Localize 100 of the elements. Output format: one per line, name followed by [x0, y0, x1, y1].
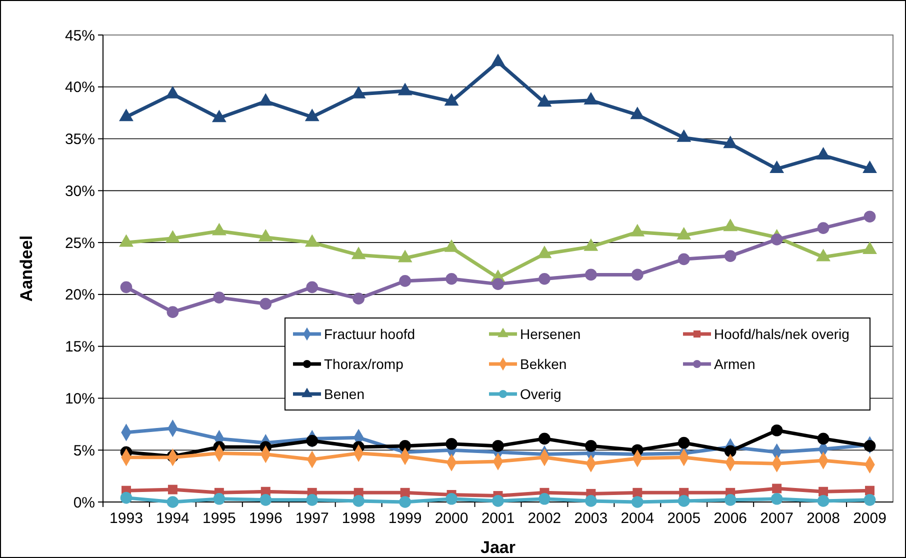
- point: [862, 160, 877, 174]
- point: [537, 94, 552, 107]
- x-tick-label: 1994: [156, 510, 190, 527]
- y-tick-label: 20%: [64, 286, 95, 304]
- point: [723, 136, 738, 148]
- point: [538, 432, 550, 445]
- point: [399, 496, 411, 508]
- x-tick-label: 2000: [434, 510, 468, 527]
- legend-label: Armen: [714, 356, 756, 372]
- y-tick-label: 25%: [64, 234, 95, 252]
- point: [398, 250, 412, 262]
- point: [585, 495, 597, 507]
- point: [352, 495, 365, 507]
- point: [631, 268, 644, 281]
- y-tick-label: 30%: [64, 182, 95, 200]
- legend-label: Benen: [324, 386, 364, 402]
- legend-label: Bekken: [520, 356, 567, 372]
- point: [166, 230, 180, 243]
- point: [166, 86, 180, 98]
- point: [864, 440, 876, 452]
- point: [492, 440, 504, 452]
- point: [213, 292, 226, 304]
- point: [865, 486, 875, 496]
- point: [351, 246, 366, 260]
- point: [584, 92, 598, 105]
- point: [304, 108, 320, 122]
- point: [817, 495, 830, 507]
- point: [444, 93, 459, 106]
- x-tick-label: 2004: [620, 510, 654, 527]
- point: [306, 494, 318, 506]
- point: [632, 488, 642, 498]
- point: [584, 238, 598, 251]
- y-tick-label: 5%: [73, 442, 95, 460]
- point: [678, 436, 690, 449]
- point: [446, 492, 458, 505]
- point: [352, 292, 365, 304]
- point: [492, 495, 504, 507]
- x-tick-label: 2007: [760, 510, 794, 527]
- x-tick-label: 2009: [853, 510, 886, 527]
- point: [306, 281, 318, 294]
- point: [120, 492, 132, 504]
- x-tick-label: 1993: [110, 510, 143, 527]
- point: [306, 434, 318, 447]
- point: [585, 440, 597, 452]
- y-tick-label: 35%: [64, 131, 95, 148]
- point: [770, 424, 783, 436]
- point: [212, 110, 226, 122]
- point: [817, 222, 830, 234]
- point: [492, 278, 504, 290]
- x-axis-title: Jaar: [480, 538, 516, 557]
- point: [212, 222, 226, 236]
- x-tick-label: 2003: [574, 510, 608, 527]
- point: [213, 492, 226, 505]
- point: [444, 239, 459, 252]
- x-tick-label: 2005: [667, 510, 701, 527]
- point: [770, 492, 783, 505]
- y-axis-title: Aandeel: [17, 235, 36, 302]
- point: [678, 495, 690, 507]
- x-tick-label: 1997: [295, 510, 329, 527]
- point: [538, 492, 550, 505]
- point: [446, 272, 458, 285]
- x-tick-label: 2001: [481, 510, 515, 527]
- point: [770, 160, 784, 174]
- y-tick-label: 0%: [73, 494, 95, 512]
- x-tick-label: 1998: [342, 510, 376, 527]
- x-tick-label: 1995: [202, 510, 236, 527]
- legend-label: Hersenen: [520, 326, 581, 342]
- point: [351, 86, 366, 98]
- point: [304, 234, 320, 247]
- point: [817, 432, 830, 445]
- point: [724, 250, 736, 262]
- y-tick-label: 15%: [64, 338, 95, 356]
- point: [490, 54, 506, 66]
- point: [816, 147, 830, 160]
- point: [723, 218, 738, 232]
- point: [631, 496, 644, 508]
- y-tick-label: 45%: [64, 27, 95, 44]
- point: [630, 224, 645, 236]
- point: [258, 93, 273, 106]
- point: [119, 108, 134, 122]
- point: [630, 106, 645, 120]
- point: [258, 229, 273, 242]
- x-tick-label: 2002: [528, 510, 562, 527]
- point: [398, 82, 412, 96]
- point: [168, 484, 178, 494]
- point: [724, 494, 736, 506]
- point: [260, 494, 272, 506]
- point: [399, 440, 411, 452]
- point: [770, 234, 783, 246]
- legend-label: Overig: [520, 386, 562, 402]
- point: [120, 281, 132, 294]
- point: [678, 253, 690, 266]
- point: [119, 234, 134, 247]
- point: [585, 268, 597, 281]
- x-tick-label: 1999: [388, 510, 422, 527]
- point: [862, 241, 877, 254]
- y-tick-label: 10%: [64, 390, 95, 408]
- point: [864, 494, 876, 506]
- legend-label: Fractuur hoofd: [324, 326, 416, 342]
- legend-label: Hoofd/hals/nek overig: [714, 326, 850, 342]
